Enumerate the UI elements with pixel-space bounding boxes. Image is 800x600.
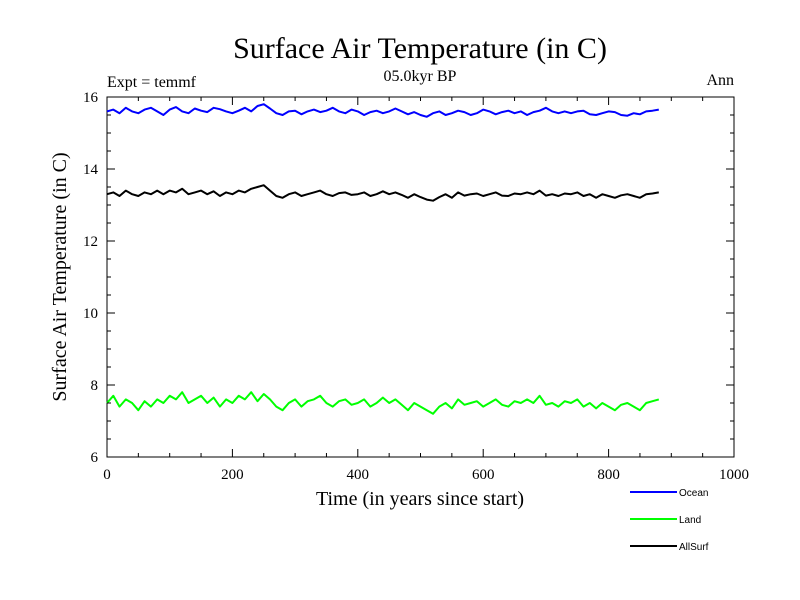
legend: Ocean Land AllSurf bbox=[630, 488, 709, 553]
x-tick-label: 600 bbox=[472, 467, 495, 483]
tick-layer: 0 200 400 600 800 1000 6 8 10 12 14 16 bbox=[83, 90, 749, 483]
season-label: Ann bbox=[706, 72, 734, 89]
chart-subtitle: 05.0kyr BP bbox=[384, 68, 457, 85]
chart-title: Surface Air Temperature (in C) bbox=[233, 32, 607, 65]
x-tick-label: 200 bbox=[221, 467, 244, 483]
y-tick-label: 6 bbox=[91, 450, 99, 466]
x-axis-label: Time (in years since start) bbox=[316, 488, 524, 510]
y-tick-label: 10 bbox=[83, 306, 98, 322]
x-tick-label: 400 bbox=[347, 467, 370, 483]
y-tick-label: 12 bbox=[83, 234, 98, 250]
series-line-allsurf bbox=[106, 184, 659, 202]
legend-label-land: Land bbox=[679, 515, 701, 526]
plot-area: 0 200 400 600 800 1000 6 8 10 12 14 16 bbox=[83, 90, 749, 483]
series-line-land bbox=[106, 391, 660, 415]
legend-label-ocean: Ocean bbox=[679, 488, 708, 499]
y-tick-label: 8 bbox=[91, 378, 99, 394]
x-tick-label: 1000 bbox=[719, 467, 749, 483]
plot-frame bbox=[106, 96, 735, 458]
y-tick-label: 16 bbox=[83, 90, 99, 106]
y-axis-label: Surface Air Temperature (in C) bbox=[49, 152, 71, 401]
legend-label-allsurf: AllSurf bbox=[679, 542, 709, 553]
experiment-label: Expt = temmf bbox=[107, 74, 197, 91]
x-tick-label: 800 bbox=[597, 467, 620, 483]
x-tick-label: 0 bbox=[103, 467, 111, 483]
y-tick-label: 14 bbox=[83, 162, 99, 178]
series-layer bbox=[106, 103, 660, 415]
series-line-ocean bbox=[106, 103, 659, 118]
